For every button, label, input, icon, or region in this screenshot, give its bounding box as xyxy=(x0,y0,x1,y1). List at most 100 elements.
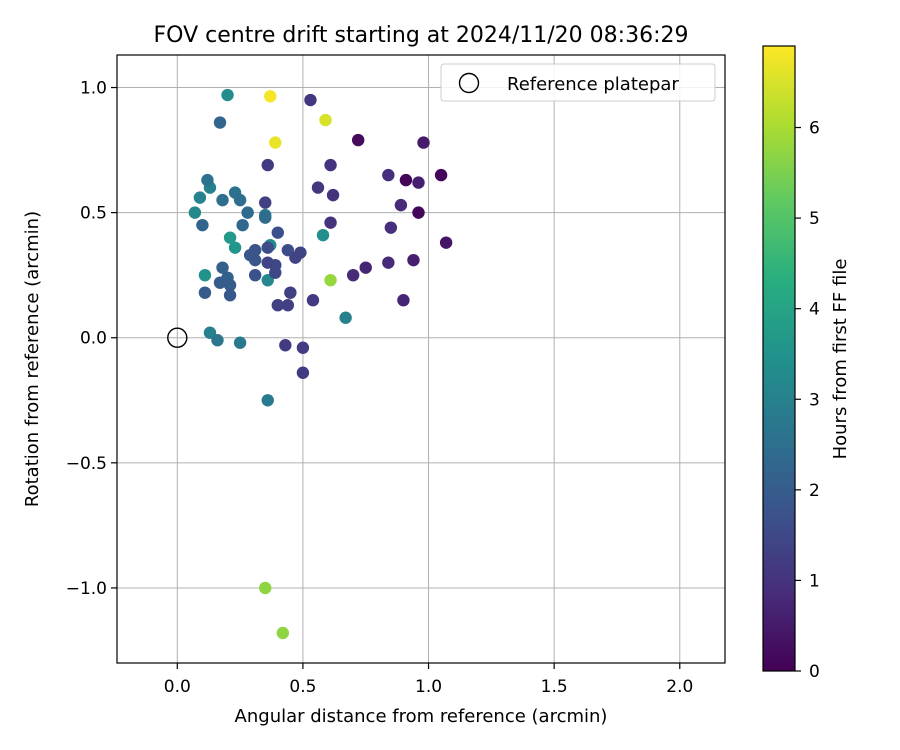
data-point xyxy=(211,334,224,347)
data-point xyxy=(198,268,212,282)
data-point xyxy=(304,93,317,107)
data-point xyxy=(261,158,274,172)
data-point xyxy=(384,221,398,234)
data-point xyxy=(407,253,420,267)
data-point xyxy=(382,256,395,269)
data-point xyxy=(188,206,202,219)
legend-label: Reference platepar xyxy=(507,74,679,95)
data-point xyxy=(439,236,453,249)
x-tick-label: 1.5 xyxy=(541,677,568,697)
data-point xyxy=(241,206,254,219)
data-point xyxy=(196,218,209,232)
x-axis-label: Angular distance from reference (arcmin) xyxy=(235,706,608,727)
colorbar-tick-label: 5 xyxy=(809,209,820,229)
data-point xyxy=(434,168,448,182)
chart-title: FOV centre drift starting at 2024/11/20 … xyxy=(154,23,689,48)
colorbar-tick-label: 2 xyxy=(809,481,820,501)
data-point xyxy=(216,193,229,207)
y-tick-label: −1.0 xyxy=(66,579,107,599)
data-point xyxy=(296,366,310,379)
plot-frame xyxy=(116,54,726,664)
data-point xyxy=(193,191,207,204)
data-point xyxy=(261,394,274,407)
colorbar-tick-label: 4 xyxy=(809,300,820,320)
data-point xyxy=(261,256,274,269)
data-point xyxy=(201,173,214,187)
colorbar-tick-label: 0 xyxy=(809,662,820,682)
y-tick-label: 1.0 xyxy=(80,79,107,99)
data-point xyxy=(324,216,337,229)
x-tick-label: 0.0 xyxy=(164,677,191,697)
data-point xyxy=(223,288,237,302)
data-point xyxy=(243,248,257,262)
data-points xyxy=(188,88,453,640)
data-point xyxy=(382,168,395,182)
data-point xyxy=(261,273,274,287)
data-point xyxy=(394,198,408,212)
data-point xyxy=(417,136,430,149)
data-point xyxy=(198,286,212,299)
colorbar-tick-label: 6 xyxy=(809,119,820,139)
data-point xyxy=(359,261,372,274)
data-point xyxy=(339,311,352,324)
legend-box xyxy=(440,63,716,102)
data-point xyxy=(259,581,272,595)
data-point xyxy=(271,299,284,312)
data-point xyxy=(269,266,282,279)
colorbar-tick-label: 1 xyxy=(809,571,820,591)
x-tick-label: 0.5 xyxy=(289,677,316,697)
colorbar xyxy=(762,45,796,672)
data-point xyxy=(236,218,249,232)
plot-area xyxy=(117,55,725,663)
data-point xyxy=(223,231,237,244)
data-point xyxy=(203,326,217,339)
colorbar-ticks: 0 1 2 3 4 5 6 xyxy=(795,119,820,682)
data-point xyxy=(269,136,282,149)
data-point xyxy=(261,241,274,254)
data-point xyxy=(248,268,262,282)
data-point xyxy=(221,88,234,102)
data-point xyxy=(399,173,413,187)
data-point xyxy=(281,299,295,312)
data-point xyxy=(279,339,292,352)
data-point xyxy=(259,196,272,209)
data-point xyxy=(276,626,290,640)
data-point xyxy=(412,206,425,219)
data-point xyxy=(311,181,325,194)
legend-marker xyxy=(458,72,480,94)
y-axis-ticks: −1.0 −0.5 0.0 0.5 1.0 xyxy=(66,79,117,599)
y-axis-label: Rotation from reference (arcmin) xyxy=(22,211,43,507)
y-tick-label: −0.5 xyxy=(66,454,107,474)
y-tick-label: 0.5 xyxy=(80,204,107,224)
data-point xyxy=(281,243,295,257)
data-point xyxy=(324,158,337,172)
data-point xyxy=(284,286,297,299)
x-tick-label: 1.0 xyxy=(415,677,442,697)
data-point xyxy=(351,133,365,147)
y-tick-label: 0.0 xyxy=(80,329,107,349)
data-point xyxy=(233,336,247,349)
data-point xyxy=(397,294,410,307)
colorbar-tick-label: 3 xyxy=(809,390,820,410)
x-tick-label: 2.0 xyxy=(666,677,693,697)
data-point xyxy=(271,226,284,239)
data-point xyxy=(326,188,340,202)
data-point xyxy=(264,90,277,103)
data-point xyxy=(228,241,242,254)
reference-platepar-marker xyxy=(167,327,188,348)
data-point xyxy=(216,261,229,274)
data-point xyxy=(223,278,237,292)
data-point xyxy=(412,176,425,189)
data-point xyxy=(316,228,330,242)
data-point xyxy=(259,211,272,224)
data-point xyxy=(233,193,247,207)
data-point xyxy=(324,273,337,287)
colorbar-label: Hours from first FF file xyxy=(830,259,851,460)
data-point xyxy=(213,116,227,129)
x-axis-ticks: 0.0 0.5 1.0 1.5 2.0 xyxy=(164,663,693,697)
data-point xyxy=(213,276,227,289)
data-point xyxy=(294,246,307,259)
legend: Reference platepar xyxy=(440,63,716,102)
data-point xyxy=(306,294,320,307)
